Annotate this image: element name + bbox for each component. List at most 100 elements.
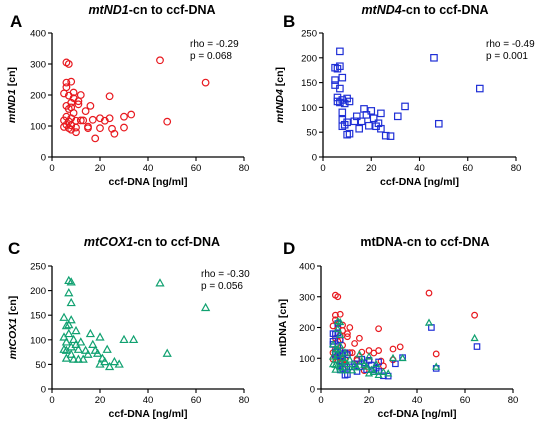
triangle-data-point [343, 366, 352, 374]
triangle-data-point [61, 353, 72, 362]
y-tick-label: 250 [30, 262, 46, 273]
triangle-data-point [345, 355, 354, 363]
y-axis-label-rest-part: [cn] [6, 67, 18, 89]
circle-data-point [163, 117, 172, 126]
triangle-data-point [470, 333, 479, 342]
circle-data-point [375, 347, 383, 354]
circle-data-point [81, 107, 90, 116]
square-data-point [377, 124, 385, 133]
x-axis-label: ccf-DNA [ng/ml] [109, 176, 188, 188]
triangle-data-point [200, 302, 211, 312]
square-data-point [340, 99, 349, 108]
triangle-data-point [333, 324, 342, 332]
triangle-data-point [336, 330, 345, 339]
square-data-point [340, 120, 349, 129]
triangle-data-point [355, 350, 364, 358]
circle-data-point [156, 56, 164, 65]
square-data-point [333, 64, 342, 73]
circle-data-point [396, 343, 404, 351]
y-tick-label: 200 [30, 91, 46, 102]
x-tick-label: 80 [239, 163, 250, 174]
circle-data-point [120, 112, 128, 121]
triangle-data-point [68, 354, 79, 363]
x-tick-label: 20 [364, 395, 375, 406]
y-axis-label-italic-part: mtCOX1 [7, 318, 19, 360]
triangle-data-point [432, 362, 441, 370]
y-axis-label: mtND1 [cn] [6, 67, 18, 123]
square-data-point [476, 84, 484, 93]
square-data-point [430, 53, 438, 62]
circle-data-point [62, 83, 71, 92]
triangle-data-point [78, 354, 88, 363]
square-data-point [377, 109, 385, 118]
circle-data-point [74, 100, 83, 109]
triangle-data-point [384, 369, 393, 377]
panel-letter: A [10, 12, 22, 31]
circle-data-point [60, 123, 68, 131]
data-points [328, 289, 481, 380]
circle-data-point [67, 98, 76, 107]
x-tick-label: 40 [143, 163, 154, 174]
y-tick-label: 250 [301, 29, 317, 40]
circle-data-point [64, 60, 73, 68]
y-tick-label: 50 [306, 128, 317, 139]
circle-data-point [69, 88, 78, 97]
y-tick-label: 100 [30, 122, 46, 133]
x-tick-label: 60 [460, 395, 471, 406]
x-tick-label: 40 [414, 163, 425, 174]
circle-data-point [105, 114, 114, 123]
y-axis-label: mtCOX1 [cn] [7, 296, 19, 360]
triangle-data-point [66, 297, 76, 307]
triangle-data-point [71, 325, 81, 335]
y-tick-label: 100 [299, 354, 315, 365]
y-tick-label: 400 [30, 29, 46, 40]
triangle-data-point [95, 332, 105, 341]
x-axis-label: ccf-DNA [ng/ml] [109, 408, 188, 420]
triangle-data-point [61, 320, 72, 330]
circle-data-point [343, 333, 351, 341]
x-tick-label: 20 [95, 163, 106, 174]
circle-data-point [62, 78, 71, 87]
triangle-data-point [162, 348, 172, 357]
y-tick-label: 400 [299, 262, 315, 273]
x-tick-label: 20 [366, 163, 377, 174]
panel-title: mtCOX1-cn to ccf-DNA [84, 235, 220, 249]
circle-data-point [331, 311, 339, 319]
square-data-point [473, 343, 481, 350]
triangle-data-point [372, 359, 381, 368]
triangle-data-point [336, 363, 345, 371]
triangle-data-point [66, 277, 76, 286]
panel-letter: B [283, 12, 295, 31]
panel-letter: D [283, 239, 295, 258]
triangle-data-point [102, 344, 112, 353]
circle-data-point [96, 124, 104, 133]
data-points [60, 56, 210, 143]
y-tick-label: 300 [299, 292, 315, 303]
y-tick-label: 0 [41, 153, 46, 164]
circle-data-point [84, 124, 92, 133]
y-tick-label: 300 [30, 60, 46, 71]
triangle-data-point [104, 361, 115, 371]
circle-data-point [105, 92, 114, 101]
circle-data-point [389, 345, 397, 353]
square-data-point [381, 131, 390, 140]
triangle-data-point [388, 353, 398, 362]
x-tick-label: 60 [462, 163, 473, 174]
y-tick-label: 150 [30, 311, 46, 322]
y-axis-label: mtND4 [cn] [274, 67, 286, 123]
data-points [59, 275, 211, 371]
square-data-point [338, 108, 347, 117]
triangle-data-point [352, 363, 362, 371]
panel-title-rest-part: mtDNA-cn to ccf-DNA [360, 235, 489, 249]
stat-annotation: p = 0.068 [190, 51, 232, 62]
square-data-point [344, 371, 351, 378]
triangle-data-point [64, 288, 74, 297]
panel-title-italic-part: mtCOX1 [84, 235, 133, 249]
square-data-point [362, 111, 371, 119]
y-axis-label-rest-part: mtDNA [cn] [277, 299, 289, 356]
circle-data-point [110, 129, 119, 138]
triangle-data-point [119, 334, 129, 344]
